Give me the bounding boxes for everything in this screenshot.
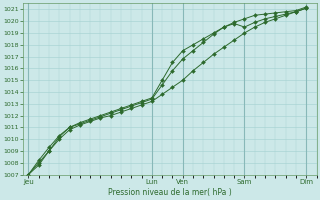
X-axis label: Pression niveau de la mer( hPa ): Pression niveau de la mer( hPa ) — [108, 188, 232, 197]
